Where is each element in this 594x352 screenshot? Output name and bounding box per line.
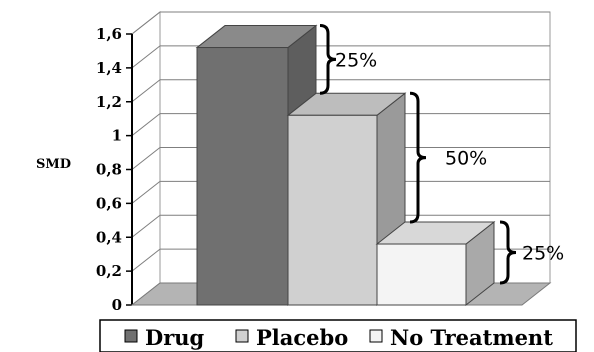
legend-swatch [124,329,138,343]
y-axis-title: SMD [36,157,71,172]
bracket [409,91,427,224]
gridline [131,45,550,69]
bracket-annotation: 25% [499,220,564,285]
y-tick-label: 1,2 [96,93,122,111]
legend-item: Drug [124,325,205,350]
bracket-label: 25% [335,49,377,71]
gridline [131,113,550,137]
y-axis [126,33,133,306]
legend-box [99,319,577,352]
bracket [319,24,337,95]
legend-item: Placebo [235,325,348,350]
gridline [131,180,550,204]
legend-label: Placebo [256,325,348,350]
bracket-label: 50% [445,148,487,170]
bar-front [287,114,378,306]
gridline [131,79,550,103]
legend-swatch [369,329,383,343]
bracket [499,220,517,285]
gridline [131,214,550,238]
bracket-annotation: 25% [319,24,377,95]
y-tick-label: 0,6 [96,194,122,212]
y-tick-label: 0,8 [96,161,122,179]
gridline [131,11,550,35]
legend: Drug Placebo No Treatment [99,319,577,352]
bar-no-treatment [375,220,496,307]
legend-item: No Treatment [369,325,553,350]
bracket-annotation: 50% [409,91,487,224]
bar-front [376,243,467,306]
y-tick-labels: 0 0,2 0,4 0,6 0,8 1 1,2 1,4 1,6 [96,25,122,314]
y-tick-label: 0,2 [96,262,122,280]
y-tick-label: 1 [112,127,122,145]
y-tick-label: 0,4 [96,228,122,246]
y-tick-label: 1,4 [96,59,122,77]
annotations: 25% 50% 25% [319,24,564,285]
bracket-label: 25% [522,243,564,265]
gridline [131,147,550,170]
legend-label: Drug [145,325,205,350]
bars [195,24,496,307]
legend-swatch [235,329,249,343]
y-tick-label: 0 [112,296,122,314]
bar-front [196,47,289,306]
y-tick-label: 1,6 [96,25,122,43]
legend-label: No Treatment [390,325,553,350]
